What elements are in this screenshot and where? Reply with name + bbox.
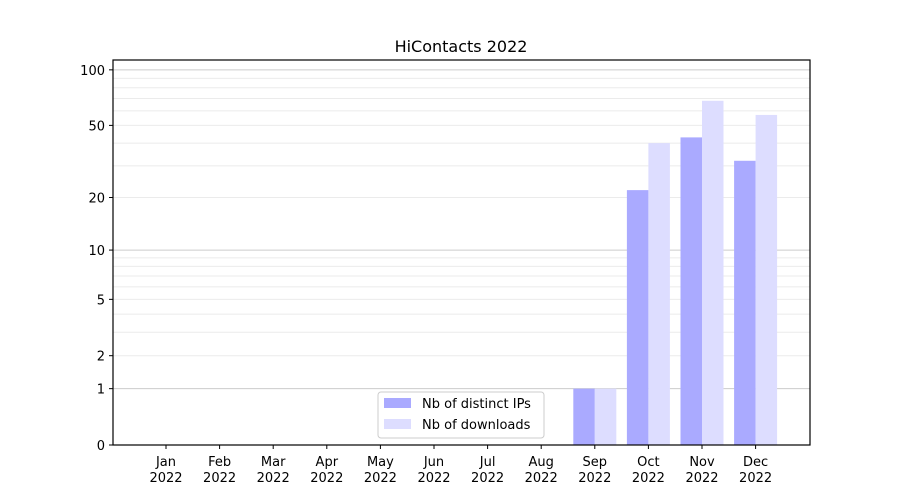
bar-distinct-ips <box>734 160 756 445</box>
y-tick-label: 100 <box>80 64 105 79</box>
x-tick-label-line: 2022 <box>203 471 236 486</box>
x-tick-label: Jul 2022 <box>471 455 504 486</box>
x-tick-label-line: 2022 <box>471 471 504 486</box>
bar-distinct-ips <box>626 190 649 445</box>
x-tick-label-line: Feb <box>208 455 231 470</box>
x-tick-label: Apr 2022 <box>310 455 343 486</box>
x-tick-label-line: Jul <box>479 455 496 470</box>
x-tick-label: Sep 2022 <box>578 455 611 486</box>
x-tick-label-line: Sep <box>583 455 608 470</box>
bar-distinct-ips <box>573 388 595 445</box>
x-tick-label-line: 2022 <box>149 471 182 486</box>
x-tick-label-line: Dec <box>743 455 768 470</box>
x-tick-label: Mar 2022 <box>257 455 290 486</box>
x-tick-label-line: 2022 <box>257 471 290 486</box>
x-tick-label: Nov 2022 <box>685 455 718 486</box>
x-tick-label: Jun 2022 <box>417 455 450 486</box>
x-tick-label-line: Apr <box>316 455 339 470</box>
x-tick-label: May 2022 <box>364 455 397 486</box>
bar-downloads <box>648 143 670 445</box>
legend: Nb of distinct IPs Nb of downloads <box>377 391 545 439</box>
plot-frame <box>112 59 811 446</box>
x-tick-label-line: Jan <box>155 455 176 470</box>
y-tick-label: 5 <box>97 293 105 308</box>
x-tick-label-line: 2022 <box>632 471 665 486</box>
bar-distinct-ips <box>680 137 702 445</box>
bar-downloads <box>755 114 778 445</box>
x-tick-label-line: 2022 <box>578 471 611 486</box>
x-tick-label-line: Jun <box>423 455 444 470</box>
x-tick-label: Jan 2022 <box>149 455 182 486</box>
x-tick-label-line: Nov <box>689 455 715 470</box>
legend-label: Nb of downloads <box>422 418 531 433</box>
y-tick-label: 50 <box>88 119 105 134</box>
legend-box <box>377 391 545 439</box>
y-tick-label: 2 <box>97 350 105 365</box>
x-tick-label-line: 2022 <box>739 471 772 486</box>
legend-swatch <box>384 419 411 429</box>
y-tick-label: 20 <box>88 192 105 207</box>
x-tick-label: Feb 2022 <box>203 455 236 486</box>
bar-downloads <box>702 100 724 446</box>
chart-title: HiContacts 2022 <box>395 37 528 56</box>
x-tick-label-line: Mar <box>261 455 286 470</box>
x-tick-label-line: Oct <box>637 455 659 470</box>
bar-downloads <box>594 388 617 445</box>
x-tick-label-line: May <box>367 455 394 470</box>
x-tick-label: Dec 2022 <box>739 455 772 486</box>
y-tick-label: 1 <box>97 383 105 398</box>
x-tick-label: Aug 2022 <box>525 455 558 486</box>
x-tick-label-line: Aug <box>529 455 554 470</box>
y-tick-label: 0 <box>97 439 105 454</box>
legend-label: Nb of distinct IPs <box>422 397 531 412</box>
x-tick-label-line: 2022 <box>364 471 397 486</box>
x-tick-label-line: 2022 <box>310 471 343 486</box>
x-tick-label-line: 2022 <box>417 471 450 486</box>
x-tick-label: Oct 2022 <box>632 455 665 486</box>
y-tick-label: 10 <box>88 244 105 259</box>
legend-swatch <box>384 398 411 408</box>
x-tick-label-line: 2022 <box>525 471 558 486</box>
x-tick-label-line: 2022 <box>685 471 718 486</box>
